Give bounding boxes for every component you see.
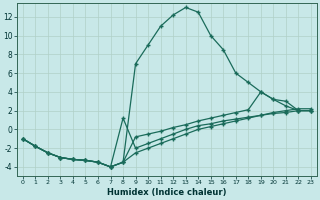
X-axis label: Humidex (Indice chaleur): Humidex (Indice chaleur): [107, 188, 227, 197]
